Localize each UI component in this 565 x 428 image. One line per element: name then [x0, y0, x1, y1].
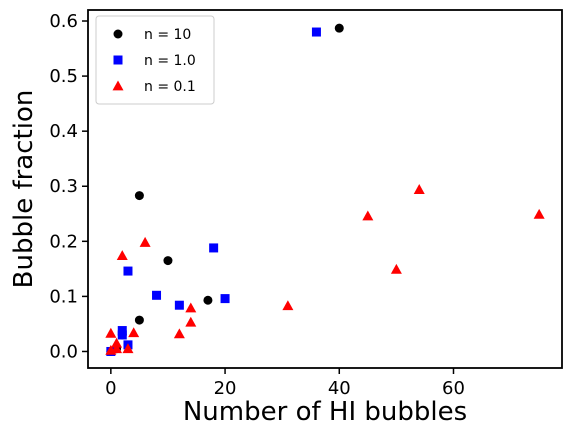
legend-label: n = 1.0 [144, 53, 196, 69]
data-point-square [209, 243, 219, 253]
y-tick-label: 0.3 [49, 176, 78, 197]
y-axis-ticks: 0.0 0.1 0.2 0.3 0.4 0.5 0.6 [49, 11, 88, 362]
data-point-triangle [122, 343, 134, 354]
y-tick-label: 0.6 [49, 11, 78, 32]
data-point-triangle [128, 327, 140, 338]
legend-marker-triangle [112, 80, 124, 91]
data-point-triangle [139, 236, 151, 247]
data-point-square [220, 294, 230, 304]
x-tick-label: 60 [442, 378, 465, 399]
data-point-circle [134, 315, 144, 325]
x-axis-ticks: 0 20 40 60 [105, 368, 465, 399]
data-point-triangle [111, 337, 123, 348]
y-tick-label: 0.5 [49, 66, 78, 87]
x-axis-label: Number of HI bubbles [183, 397, 467, 427]
data-point-triangle [413, 184, 425, 194]
data-point-triangle [185, 302, 197, 313]
data-point-square [311, 27, 321, 37]
data-point-triangle [111, 343, 123, 354]
x-tick-label: 20 [214, 378, 237, 399]
legend-box [95, 15, 215, 105]
data-point-triangle [533, 208, 545, 219]
y-tick-label: 0.1 [49, 286, 78, 307]
data-point-triangle [173, 328, 185, 339]
data-point-triangle [116, 250, 128, 261]
data-point-circle [334, 23, 344, 33]
y-tick-label: 0.2 [49, 231, 78, 252]
data-point-triangle [362, 210, 374, 221]
legend-label: n = 10 [144, 27, 191, 43]
y-axis-label: Bubble fraction [9, 90, 39, 289]
legend: n = 10 n = 1.0 n = 0.1 [95, 15, 215, 105]
plot-frame [87, 9, 563, 369]
legend-marker-square [113, 55, 123, 65]
x-tick-label: 0 [105, 378, 116, 399]
x-tick-label: 40 [328, 378, 351, 399]
data-point-square [117, 326, 127, 336]
data-point-circle [134, 191, 144, 201]
y-tick-label: 0.4 [49, 121, 78, 142]
data-point-triangle [185, 316, 197, 327]
data-point-square [152, 290, 162, 300]
legend-marker-circle [113, 29, 123, 39]
data-markers [105, 23, 545, 356]
data-point-triangle [105, 327, 117, 338]
data-point-square [123, 266, 133, 276]
data-point-circle [163, 256, 173, 266]
data-point-triangle [390, 263, 402, 274]
data-point-square [174, 300, 184, 310]
legend-label: n = 0.1 [144, 79, 196, 95]
data-point-circle [203, 295, 213, 305]
data-point-triangle [282, 300, 294, 311]
y-tick-label: 0.0 [49, 341, 78, 362]
series-3 [105, 184, 545, 355]
